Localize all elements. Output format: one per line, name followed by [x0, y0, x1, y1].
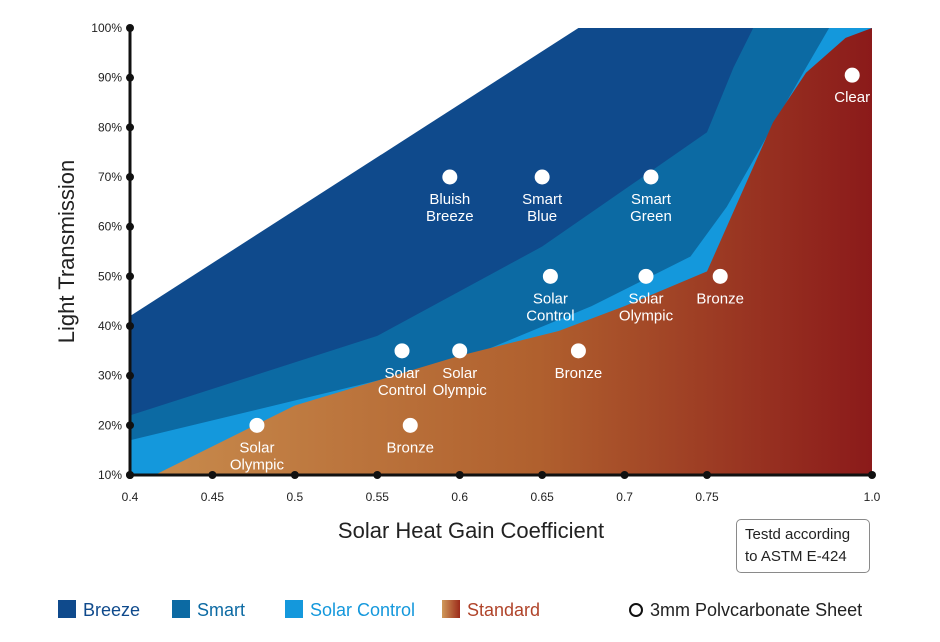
data-point: [394, 343, 410, 359]
x-tick-label: 0.7: [616, 490, 633, 504]
test-note: Testd according to ASTM E-424: [736, 519, 870, 573]
x-tick-label: 0.6: [451, 490, 468, 504]
y-tick-label: 50%: [98, 269, 122, 283]
region-areas: [130, 28, 872, 475]
data-point: [638, 268, 654, 284]
data-point-label: Solar Olympic: [433, 365, 488, 399]
x-tick-dot: [620, 471, 629, 479]
data-point-label: Bronze: [555, 365, 603, 382]
y-tick-dot: [126, 421, 134, 430]
data-point-label: Bluish Breeze: [426, 191, 474, 225]
legend-label: Breeze: [83, 600, 140, 620]
data-point-label: Solar Olympic: [619, 290, 674, 324]
y-tick-label: 40%: [98, 319, 122, 333]
x-axis-title: Solar Heat Gain Coefficient: [338, 518, 604, 543]
x-tick-label: 0.55: [366, 490, 390, 504]
x-tick-label: 1.0: [864, 490, 881, 504]
x-tick-dot: [538, 471, 547, 479]
y-tick-dot: [126, 322, 134, 330]
x-tick-dot: [455, 471, 464, 479]
legend-marker-label: 3mm Polvcarbonate Sheet: [650, 600, 862, 620]
data-point: [844, 67, 860, 83]
y-tick-label: 20%: [98, 418, 122, 432]
data-point-label: Bronze: [696, 290, 744, 307]
test-note-line-1: Testd according: [745, 526, 851, 543]
data-point: [542, 268, 558, 284]
y-tick-dot: [126, 123, 134, 132]
legend: Breeze Smart Solar Control Standard 3mm Polv…: [58, 600, 862, 620]
x-tick-dot: [373, 471, 382, 479]
x-tick-dot: [868, 471, 876, 479]
legend-swatch-breeze: [58, 600, 76, 618]
y-tick-label: 100%: [91, 21, 122, 35]
test-note-line-2: to ASTM E-424: [745, 548, 847, 565]
y-tick-dot: [126, 24, 134, 32]
x-tick-dot: [290, 471, 299, 479]
y-tick-dot: [126, 222, 134, 231]
x-tick-label: 0.65: [530, 490, 554, 504]
legend-swatch-standard: [442, 600, 460, 618]
y-tick-dot: [126, 272, 134, 281]
x-tick-dot: [703, 471, 711, 479]
data-point-label: Clear: [834, 89, 870, 106]
x-tick-label: 0.75: [695, 490, 719, 504]
legend-label: Smart: [197, 600, 245, 620]
data-point-label: Smart Green: [630, 191, 672, 225]
data-point: [442, 169, 458, 185]
y-tick-dot: [126, 173, 134, 181]
legend-label: Standard: [467, 600, 540, 620]
y-tick-label: 80%: [98, 120, 122, 134]
data-point-label: Solar Control: [526, 290, 574, 324]
data-point: [402, 417, 418, 433]
data-point-label: Solar Control: [378, 365, 426, 399]
data-point: [643, 169, 659, 185]
x-tick-label: 0.45: [201, 490, 225, 504]
data-point: [452, 343, 468, 359]
y-axis-title: Light Transmission: [54, 160, 79, 343]
legend-swatch-solar-control: [285, 600, 303, 618]
legend-label: Solar Control: [310, 600, 415, 620]
y-tick-label: 90%: [98, 71, 122, 85]
axes: 10% 20% 30% 40% 50% 60% 70% 80% 90% 100% 0.4 0.45 0.…: [54, 21, 881, 543]
y-tick-label: 10%: [98, 468, 122, 482]
y-tick-dot: [126, 73, 134, 82]
legend-marker-circle: [629, 603, 643, 617]
data-point-label: Solar Olympic: [230, 439, 285, 473]
x-tick-dot: [208, 471, 217, 479]
x-tick-dot: [126, 471, 134, 479]
data-point: [712, 268, 728, 284]
x-tick-label: 0.4: [122, 490, 139, 504]
data-point: [534, 169, 550, 185]
region-standard: [130, 28, 872, 475]
data-point-label: Bronze: [386, 439, 434, 456]
y-tick-label: 60%: [98, 220, 122, 234]
data-point-label: Smart Blue: [522, 191, 563, 225]
y-tick-label: 30%: [98, 369, 122, 383]
data-point: [570, 343, 586, 359]
legend-swatch-smart: [172, 600, 190, 618]
x-tick-label: 0.5: [287, 490, 304, 504]
data-point: [249, 417, 265, 433]
y-tick-label: 70%: [98, 170, 122, 184]
y-tick-dot: [126, 371, 134, 380]
